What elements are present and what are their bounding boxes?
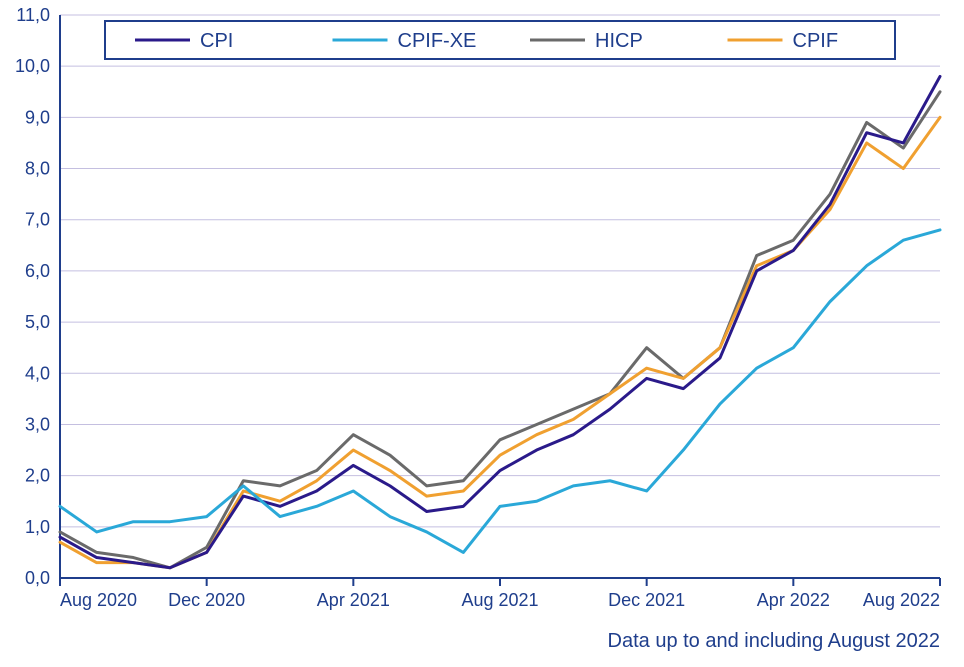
y-tick-label: 10,0 bbox=[15, 56, 50, 76]
x-tick-label: Aug 2021 bbox=[461, 590, 538, 610]
legend-label: CPIF-XE bbox=[398, 30, 477, 52]
chart-footnote: Data up to and including August 2022 bbox=[608, 630, 940, 652]
legend-label: CPI bbox=[200, 30, 233, 52]
y-tick-label: 11,0 bbox=[16, 5, 50, 25]
y-tick-label: 7,0 bbox=[25, 210, 50, 230]
y-tick-label: 0,0 bbox=[25, 568, 50, 588]
x-tick-label: Dec 2021 bbox=[608, 590, 685, 610]
y-tick-label: 5,0 bbox=[25, 312, 50, 332]
x-tick-label: Dec 2020 bbox=[168, 590, 245, 610]
x-tick-label: Apr 2021 bbox=[317, 590, 390, 610]
chart-container: 0,0 1,0 2,0 3,0 4,0 5,0 6,0 7,0 8,0 9,0 10,0 11,0 Au… bbox=[0, 0, 964, 667]
y-tick-label: 6,0 bbox=[25, 261, 50, 281]
x-tick-label: Apr 2022 bbox=[757, 590, 830, 610]
x-tick-label: Aug 2020 bbox=[60, 590, 137, 610]
x-tick-label: Aug 2022 bbox=[863, 590, 940, 610]
y-tick-label: 4,0 bbox=[25, 363, 50, 383]
y-tick-label: 2,0 bbox=[25, 466, 50, 486]
y-tick-label: 3,0 bbox=[25, 414, 50, 434]
legend-label: HICP bbox=[595, 30, 643, 52]
legend-label: CPIF bbox=[793, 30, 839, 52]
y-tick-label: 9,0 bbox=[25, 107, 50, 127]
y-tick-label: 8,0 bbox=[25, 159, 50, 179]
line-chart: 0,0 1,0 2,0 3,0 4,0 5,0 6,0 7,0 8,0 9,0 10,0 11,0 Au… bbox=[0, 0, 964, 667]
y-tick-label: 1,0 bbox=[25, 517, 50, 537]
